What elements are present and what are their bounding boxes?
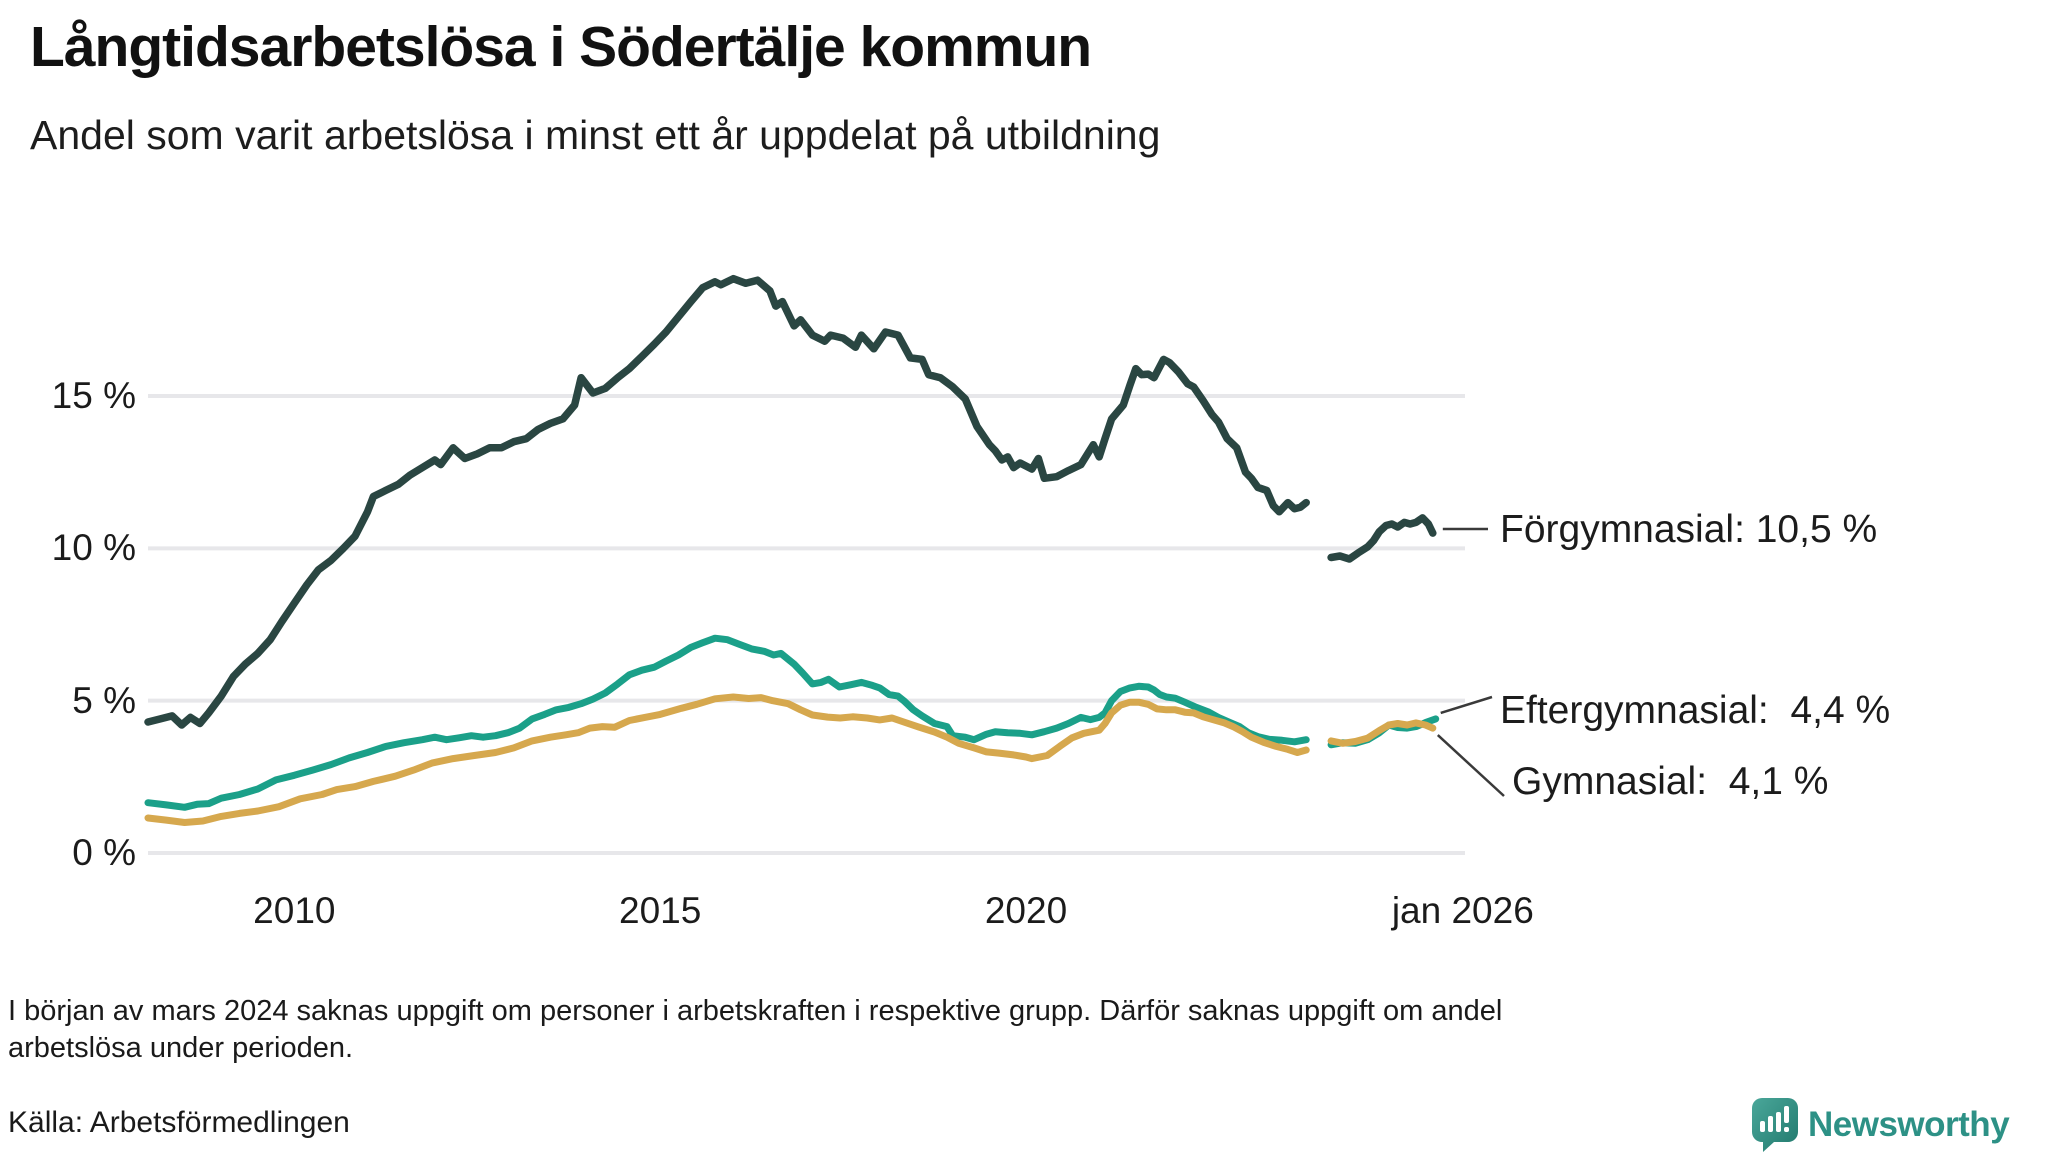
series-line-gymnasial: [144, 693, 1310, 826]
x-tick-label: 2010: [253, 890, 336, 931]
newsworthy-logo-text: Newsworthy: [1808, 1105, 2010, 1144]
y-tick-label: 5 %: [72, 679, 136, 721]
series-annotation-eftergymnasial: Eftergymnasial: 4,4 %: [1500, 689, 1891, 732]
leader-line: [1440, 695, 1493, 715]
newsworthy-logo-icon: [1752, 1098, 1798, 1152]
series-line-eftergymnasial: [144, 634, 1310, 811]
series-annotation-förgymnasial: Förgymnasial: 10,5 %: [1500, 508, 1878, 551]
series-line-gymnasial: [1327, 719, 1437, 747]
newsworthy-logo: Newsworthy: [1752, 1098, 2010, 1152]
x-tick-label: jan 2026: [1391, 890, 1534, 931]
series-line-förgymnasial: [1327, 514, 1437, 563]
page-subtitle: Andel som varit arbetslösa i minst ett å…: [30, 112, 1161, 158]
x-tick-label: 2015: [619, 890, 702, 931]
source-text: Källa: Arbetsförmedlingen: [8, 1106, 350, 1139]
y-tick-label: 0 %: [72, 832, 136, 873]
x-tick-label: 2020: [984, 890, 1068, 931]
y-tick-label: 10 %: [51, 527, 136, 569]
leader-line: [1436, 734, 1505, 797]
footnote-text: I början av mars 2024 saknas uppgift om …: [8, 995, 1503, 1064]
page-title: Långtidsarbetslösa i Södertälje kommun: [30, 15, 1092, 79]
series-annotation-gymnasial: Gymnasial: 4,1 %: [1512, 760, 1829, 803]
y-tick-label: 15 %: [51, 375, 136, 416]
series-line-förgymnasial: [144, 274, 1310, 729]
